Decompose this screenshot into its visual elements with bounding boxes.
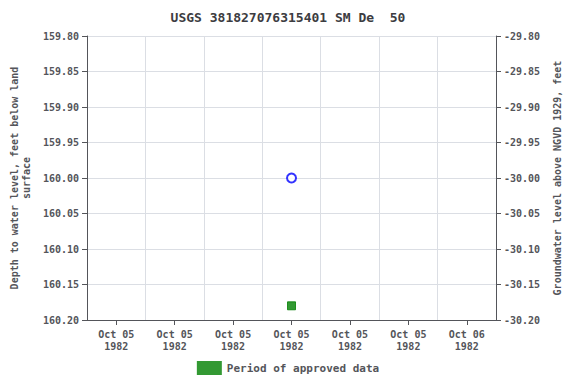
svg-text:USGS 381827076315401 SM De 50: USGS 381827076315401 SM De 50 <box>171 10 406 25</box>
svg-text:160.00: 160.00 <box>43 173 79 184</box>
svg-text:1982: 1982 <box>163 341 187 352</box>
svg-text:Depth to water level, feet bel: Depth to water level, feet below land <box>9 67 20 290</box>
svg-text:Groundwater level above NGVD 1: Groundwater level above NGVD 1929, feet <box>552 61 563 296</box>
svg-text:surface: surface <box>21 157 32 199</box>
svg-text:-29.85: -29.85 <box>504 66 540 77</box>
svg-text:1982: 1982 <box>455 341 479 352</box>
svg-text:Oct 05: Oct 05 <box>157 329 193 340</box>
svg-text:Oct 05: Oct 05 <box>390 329 426 340</box>
svg-text:Oct 05: Oct 05 <box>273 329 309 340</box>
svg-text:1982: 1982 <box>104 341 128 352</box>
svg-text:-29.95: -29.95 <box>504 137 540 148</box>
svg-text:159.80: 159.80 <box>43 31 79 42</box>
svg-text:Period of approved data: Period of approved data <box>227 362 379 375</box>
svg-text:1982: 1982 <box>221 341 245 352</box>
svg-text:-30.00: -30.00 <box>504 173 540 184</box>
svg-text:-30.10: -30.10 <box>504 244 540 255</box>
svg-text:160.20: 160.20 <box>43 315 79 326</box>
svg-text:159.95: 159.95 <box>43 137 79 148</box>
svg-text:160.15: 160.15 <box>43 279 79 290</box>
svg-text:Oct 05: Oct 05 <box>215 329 251 340</box>
svg-text:160.10: 160.10 <box>43 244 79 255</box>
svg-text:Oct 05: Oct 05 <box>98 329 134 340</box>
svg-text:1982: 1982 <box>338 341 362 352</box>
svg-text:Oct 06: Oct 06 <box>449 329 485 340</box>
svg-text:1982: 1982 <box>279 341 303 352</box>
svg-text:159.85: 159.85 <box>43 66 79 77</box>
svg-text:Oct 05: Oct 05 <box>332 329 368 340</box>
svg-text:159.90: 159.90 <box>43 102 79 113</box>
svg-text:1982: 1982 <box>396 341 420 352</box>
svg-text:-29.90: -29.90 <box>504 102 540 113</box>
svg-text:-30.20: -30.20 <box>504 315 540 326</box>
svg-text:160.05: 160.05 <box>43 208 79 219</box>
svg-text:-30.05: -30.05 <box>504 208 540 219</box>
svg-text:-30.15: -30.15 <box>504 279 540 290</box>
svg-text:-29.80: -29.80 <box>504 31 540 42</box>
